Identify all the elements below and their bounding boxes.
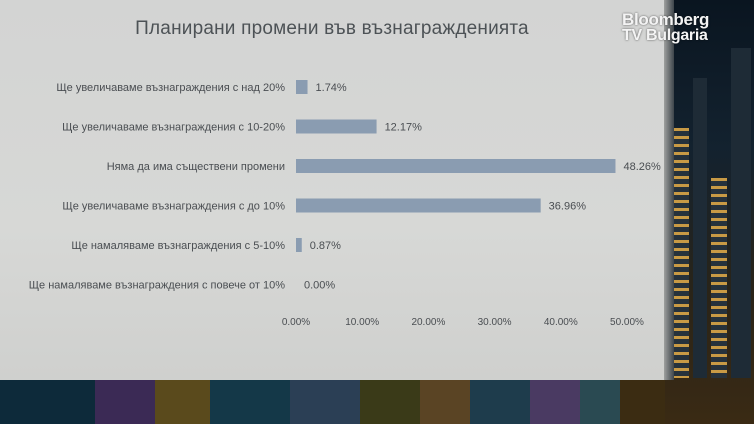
channel-logo: Bloomberg TV Bulgaria [622,10,748,44]
chart-title: Планирани промени във възнагражденията [135,18,529,39]
presentation-slide: Планирани промени във възнагражденията Щ… [0,0,664,380]
logo-line-1: Bloomberg [622,10,710,29]
logo-line-2: TV Bulgaria [622,27,708,44]
bar [296,238,302,252]
category-label: Ще намаляваме възнаграждения с 5-10% [71,240,285,252]
data-label: 36.96% [549,201,587,213]
bar [296,80,308,94]
studio-background-band [0,378,754,424]
x-tick-label: 20.00% [411,317,445,328]
category-label: Няма да има съществени промени [107,161,285,173]
x-tick-label: 50.00% [610,317,644,328]
data-label: 12.17% [385,122,423,134]
data-label: 48.26% [623,161,661,173]
x-tick-label: 40.00% [544,317,578,328]
x-tick-label: 30.00% [478,317,512,328]
bar-chart: Ще увеличаваме възнаграждения с над 20% 1… [29,80,661,328]
bar [296,198,541,213]
category-label: Ще увеличаваме възнаграждения с до 10% [62,201,285,213]
data-label: 0.87% [310,240,341,252]
bar [296,159,616,173]
data-label: 1.74% [316,82,347,94]
screen-bezel [664,0,674,380]
bar [296,119,377,134]
category-label: Ще намаляваме възнаграждения с повече от… [29,280,285,292]
category-label: Ще увеличаваме възнаграждения с над 20% [56,82,285,94]
data-label: 0.00% [304,280,335,292]
city-skyline-background [665,0,754,424]
category-label: Ще увеличаваме възнаграждения с 10-20% [62,122,285,134]
x-tick-label: 0.00% [282,317,310,328]
x-tick-label: 10.00% [345,317,379,328]
